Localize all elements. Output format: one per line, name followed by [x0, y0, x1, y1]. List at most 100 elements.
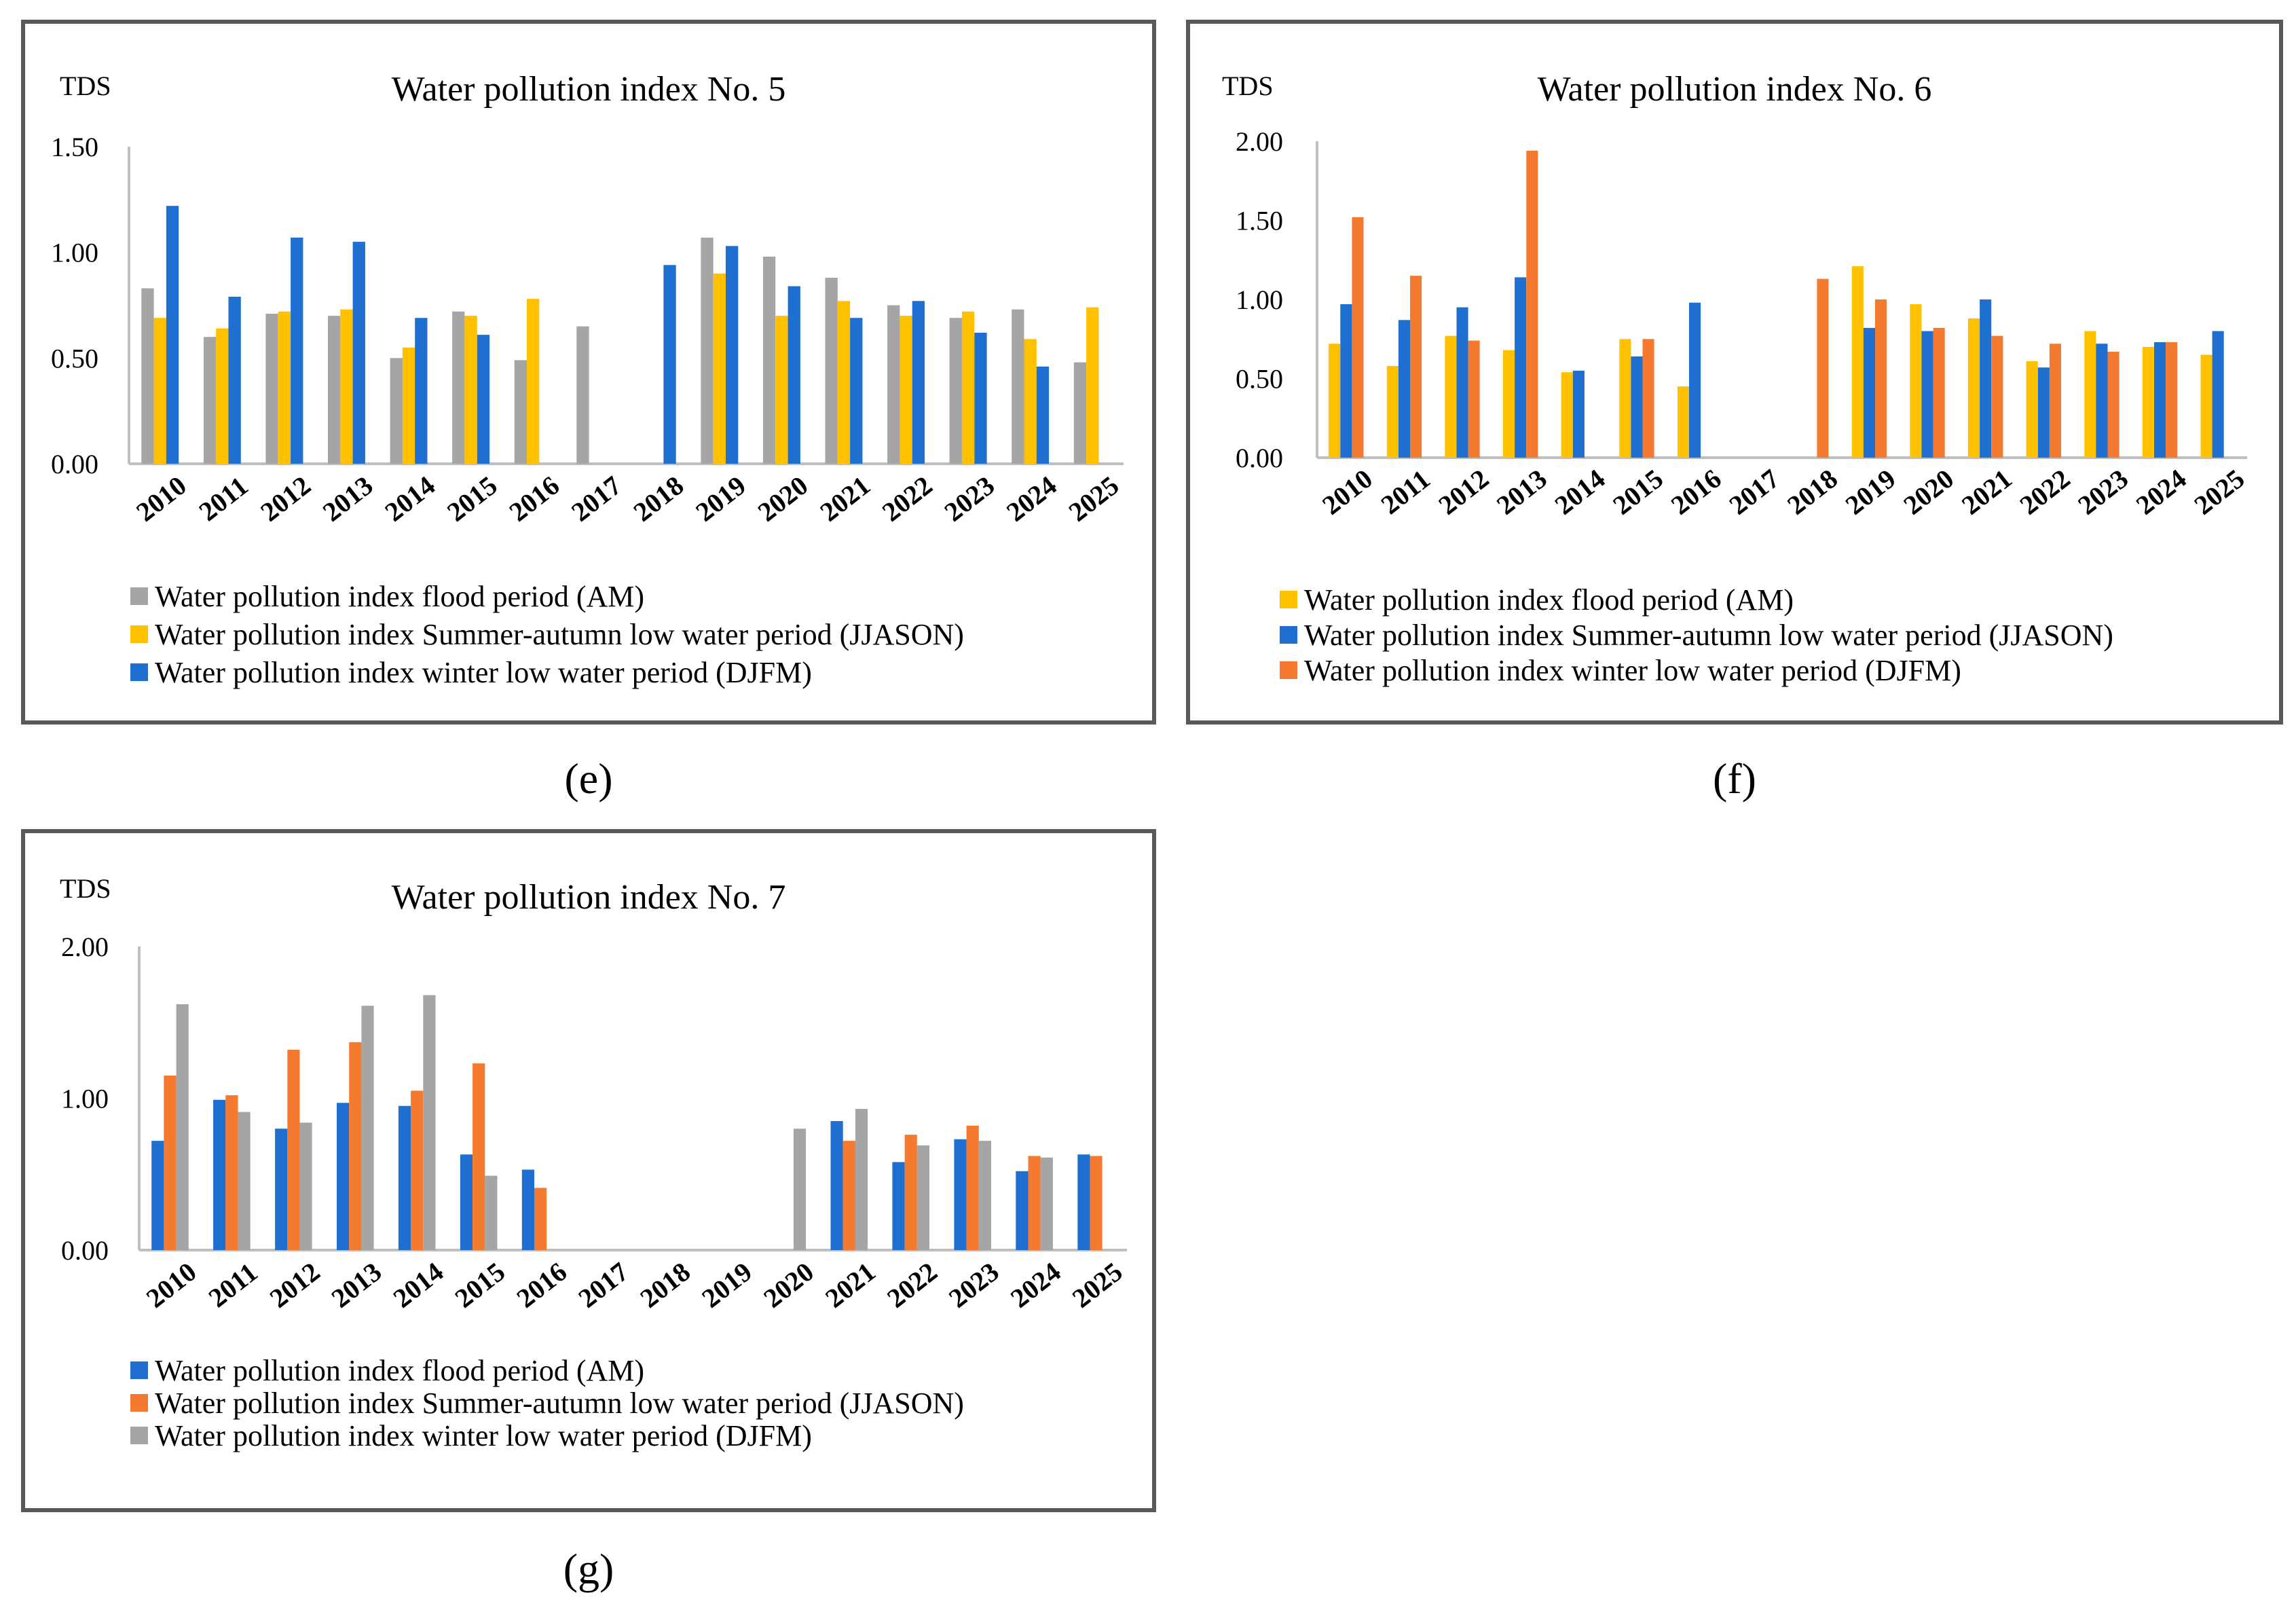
chart-g-bar-2012-s3 — [299, 1122, 312, 1250]
chart-g-bar-2022-s2 — [904, 1135, 917, 1250]
chart-g-legend-label: Water pollution index winter low water p… — [155, 1419, 812, 1452]
chart-f-bar-2015-s3 — [1642, 339, 1654, 458]
chart-f-bar-2020-s3 — [1933, 327, 1945, 458]
chart-f-y-tick: 1.50 — [1236, 206, 1283, 236]
chart-g-bar-2025-s1 — [1077, 1154, 1090, 1250]
chart-e-bar-2020-s2 — [775, 316, 788, 464]
chart-e-bar-2021-s2 — [837, 301, 851, 464]
chart-e-y-tick: 0.50 — [51, 343, 98, 373]
chart-g-bar-2012-s1 — [275, 1129, 288, 1250]
chart-g-bar-2021-s2 — [843, 1141, 855, 1250]
chart-f-bar-2012-s2 — [1456, 307, 1468, 458]
chart-g-bar-2021-s1 — [830, 1121, 843, 1250]
chart-e-bar-2016-s2 — [527, 299, 540, 464]
chart-f-bar-2015-s2 — [1631, 356, 1643, 458]
chart-e-bar-2024-s2 — [1024, 339, 1037, 464]
chart-g-y-unit: TDS — [60, 873, 111, 904]
chart-g-bar-2022-s3 — [916, 1145, 929, 1250]
chart-e-y-unit: TDS — [60, 71, 111, 101]
chart-e-bar-2013-s2 — [340, 309, 353, 464]
chart-f-bar-2024-s2 — [2154, 342, 2166, 458]
chart-e-bar-2024-s1 — [1012, 309, 1024, 464]
chart-e-bar-2019-s1 — [701, 237, 714, 464]
chart-f-bar-2014-s1 — [1561, 372, 1573, 458]
chart-f-bar-2013-s2 — [1515, 277, 1527, 458]
chart-f-bar-2024-s1 — [2142, 346, 2154, 458]
chart-e-legend-swatch — [130, 587, 148, 605]
chart-e-bar-2025-s2 — [1086, 307, 1099, 464]
chart-g-legend-label: Water pollution index Summer-autumn low … — [155, 1387, 964, 1420]
chart-e-bar-2022-s3 — [912, 301, 925, 464]
chart-g-y-tick: 1.00 — [61, 1084, 109, 1114]
chart-g-legend-swatch — [130, 1427, 148, 1444]
chart-f-bar-2022-s2 — [2037, 367, 2050, 458]
chart-e-bar-2021-s1 — [825, 278, 838, 464]
chart-e-bar-2016-s1 — [514, 360, 527, 464]
chart-f-bar-2023-s3 — [2107, 351, 2119, 458]
panel-label-f: (f) — [1713, 754, 1756, 803]
chart-f-bar-2019-s1 — [1851, 266, 1864, 458]
chart-g-bar-2024-s3 — [1040, 1157, 1053, 1250]
chart-g-legend-label: Water pollution index flood period (AM) — [155, 1354, 644, 1387]
chart-f-y-unit: TDS — [1222, 71, 1274, 101]
chart-g-bar-2010-s1 — [151, 1141, 164, 1250]
chart-e-bar-2019-s2 — [713, 273, 726, 464]
chart-e-bar-2015-s2 — [464, 316, 477, 464]
chart-g-bar-2013-s1 — [337, 1103, 350, 1250]
chart-f-bar-2010-s3 — [1352, 217, 1364, 458]
chart-g-bar-2010-s2 — [164, 1076, 177, 1250]
chart-e: Water pollution index No. 5 TDS 0.00 0.50 1.… — [51, 70, 1124, 689]
chart-g-bar-2023-s2 — [966, 1125, 979, 1250]
chart-g-bar-2020-s3 — [793, 1129, 807, 1250]
chart-f-bar-2019-s2 — [1863, 327, 1875, 458]
chart-f-bar-2013-s1 — [1503, 350, 1515, 458]
chart-e-bar-2010-s2 — [153, 318, 166, 464]
chart-e-bar-2015-s1 — [452, 311, 465, 464]
chart-f-bar-2023-s2 — [2096, 344, 2108, 458]
chart-e-title: Water pollution index No. 5 — [392, 70, 786, 109]
chart-e-legend-label: Water pollution index flood period (AM) — [155, 580, 644, 613]
chart-f-legend-label: Water pollution index flood period (AM) — [1304, 583, 1794, 617]
chart-e-bar-2014-s3 — [415, 318, 428, 464]
chart-e-y-tick: 0.00 — [51, 449, 98, 479]
chart-g-bar-2022-s1 — [892, 1162, 905, 1250]
chart-f-bar-2016-s2 — [1689, 302, 1701, 458]
chart-g-y-tick: 2.00 — [61, 932, 109, 962]
chart-e-legend-swatch — [130, 625, 148, 643]
chart-e-legend-swatch — [130, 663, 148, 681]
chart-f-bar-2015-s1 — [1619, 339, 1631, 458]
chart-f-bar-2021-s2 — [1980, 299, 1992, 458]
chart-e-bar-2010-s1 — [141, 288, 154, 464]
chart-f-legend-label: Water pollution index Summer-autumn low … — [1304, 619, 2113, 652]
chart-e-bar-2012-s1 — [265, 314, 278, 464]
chart-f-bar-2020-s1 — [1910, 304, 1922, 458]
chart-e-bar-2014-s1 — [390, 358, 403, 464]
chart-e-bar-2022-s1 — [887, 305, 900, 464]
chart-f-bar-2021-s3 — [1991, 335, 2003, 458]
chart-f-bar-2011-s1 — [1386, 365, 1399, 458]
chart-g-bar-2013-s3 — [361, 1006, 374, 1250]
chart-e-bar-2015-s3 — [477, 335, 490, 464]
chart-e-bar-2011-s3 — [228, 297, 241, 464]
chart-f-bar-2012-s1 — [1445, 335, 1457, 458]
chart-g-bar-2015-s1 — [460, 1154, 473, 1250]
chart-f-bar-2021-s1 — [1968, 318, 1980, 458]
chart-g-bar-2014-s2 — [411, 1091, 424, 1250]
chart-g-legend-swatch — [130, 1394, 148, 1412]
chart-g-bar-2024-s1 — [1016, 1171, 1029, 1250]
chart-g-bar-2012-s2 — [287, 1050, 300, 1250]
chart-g-bar-2011-s1 — [213, 1099, 226, 1250]
chart-e-bar-2019-s3 — [726, 246, 739, 464]
chart-f-bar-2011-s3 — [1410, 276, 1422, 458]
chart-f-y-tick: 2.00 — [1236, 126, 1283, 157]
chart-f-legend-label: Water pollution index winter low water p… — [1304, 654, 1961, 687]
chart-g-bar-2015-s3 — [485, 1175, 498, 1250]
chart-f-bar-2010-s1 — [1329, 344, 1341, 458]
chart-f-bar-2012-s3 — [1468, 340, 1480, 458]
chart-e-bar-2018-s3 — [663, 265, 676, 464]
chart-g-bar-2014-s3 — [423, 995, 436, 1250]
chart-e-bar-2025-s1 — [1073, 362, 1087, 464]
chart-g-bar-2025-s2 — [1090, 1156, 1103, 1250]
chart-e-legend-label: Water pollution index winter low water p… — [155, 656, 812, 689]
